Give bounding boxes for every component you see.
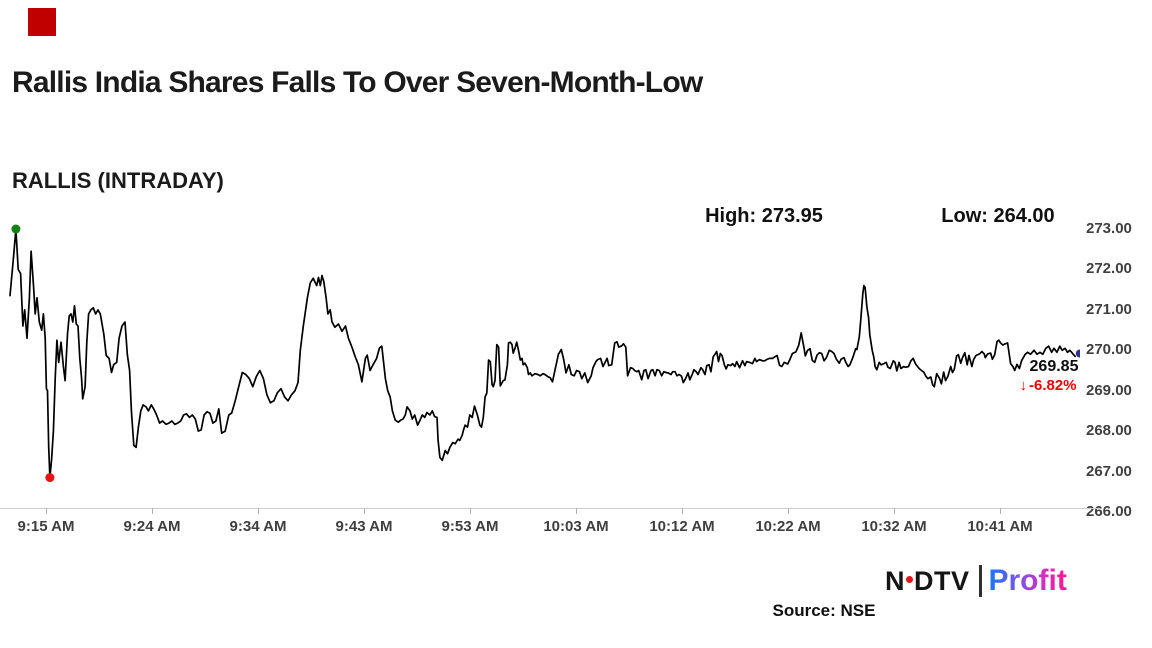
price-line — [9, 228, 1076, 479]
x-axis-tick — [258, 508, 259, 514]
ndtv-profit-logo: N DTV Profit — [885, 561, 1067, 601]
price-line-chart — [9, 224, 1080, 483]
y-axis-label: 266.00 — [1086, 503, 1132, 520]
logo-divider — [978, 565, 982, 597]
x-axis-label: 9:24 AM — [123, 518, 181, 535]
ndtv-logo-text: N DTV — [885, 565, 970, 596]
ndtv-red-dot-icon — [906, 575, 913, 583]
x-axis-label: 10:22 AM — [755, 518, 821, 535]
x-axis-label: 9:34 AM — [229, 518, 287, 535]
recording-indicator — [28, 8, 56, 36]
y-axis-label: 268.00 — [1086, 422, 1132, 440]
session-open-high-marker-dot — [11, 224, 21, 234]
x-axis-tick — [364, 508, 365, 514]
y-axis-label: 273.00 — [1086, 220, 1132, 237]
x-axis-label: 9:43 AM — [335, 518, 393, 535]
last-trade-marker-dot — [1075, 349, 1080, 358]
x-axis-tick — [894, 508, 895, 514]
source-label: Source: NSE — [772, 601, 876, 620]
session-low-visible-marker-dot — [45, 473, 55, 483]
x-axis-tick — [1000, 508, 1001, 514]
change-percent-text: -6.82% — [1028, 377, 1077, 394]
x-axis-tick — [576, 508, 577, 514]
x-axis-tick — [46, 508, 47, 514]
last-price-label: 269.85 — [1029, 358, 1079, 375]
y-axis-label: 269.00 — [1086, 381, 1132, 399]
x-axis-tick — [152, 508, 153, 514]
x-axis-label: 9:53 AM — [441, 518, 499, 535]
x-axis-tick — [682, 508, 683, 514]
y-axis-label: 271.00 — [1086, 300, 1132, 318]
y-axis-label: 267.00 — [1086, 462, 1132, 480]
x-axis-tick — [788, 508, 789, 514]
x-axis-label: 10:32 AM — [861, 518, 927, 535]
high-value-label: High: 273.95 — [705, 205, 823, 227]
chart-subtitle: RALLIS (INTRADAY) — [12, 168, 224, 193]
page-title: Rallis India Shares Falls To Over Seven-… — [12, 66, 703, 99]
x-axis-label: 10:41 AM — [967, 518, 1033, 535]
profit-logo-text: Profit — [988, 564, 1067, 597]
x-axis-tick — [470, 508, 471, 514]
down-arrow-icon: ↓ — [1019, 377, 1027, 394]
x-axis-label: 10:12 AM — [649, 518, 715, 535]
price-change-label: ↓ -6.82% — [1006, 377, 1090, 394]
x-axis-line — [0, 508, 1100, 509]
x-axis-label: 10:03 AM — [543, 518, 609, 535]
low-value-label: Low: 264.00 — [941, 205, 1055, 227]
y-axis-label: 270.00 — [1086, 341, 1132, 359]
y-axis-label: 272.00 — [1086, 260, 1132, 278]
x-axis-label: 9:15 AM — [17, 518, 75, 535]
x-axis: 9:15 AM 9:24 AM 9:34 AM 9:43 AM 9:53 AM 10:03… — [0, 508, 1110, 550]
y-axis: 273.00 272.00 271.00 270.00 269.00 268.00 267.… — [1086, 220, 1152, 522]
